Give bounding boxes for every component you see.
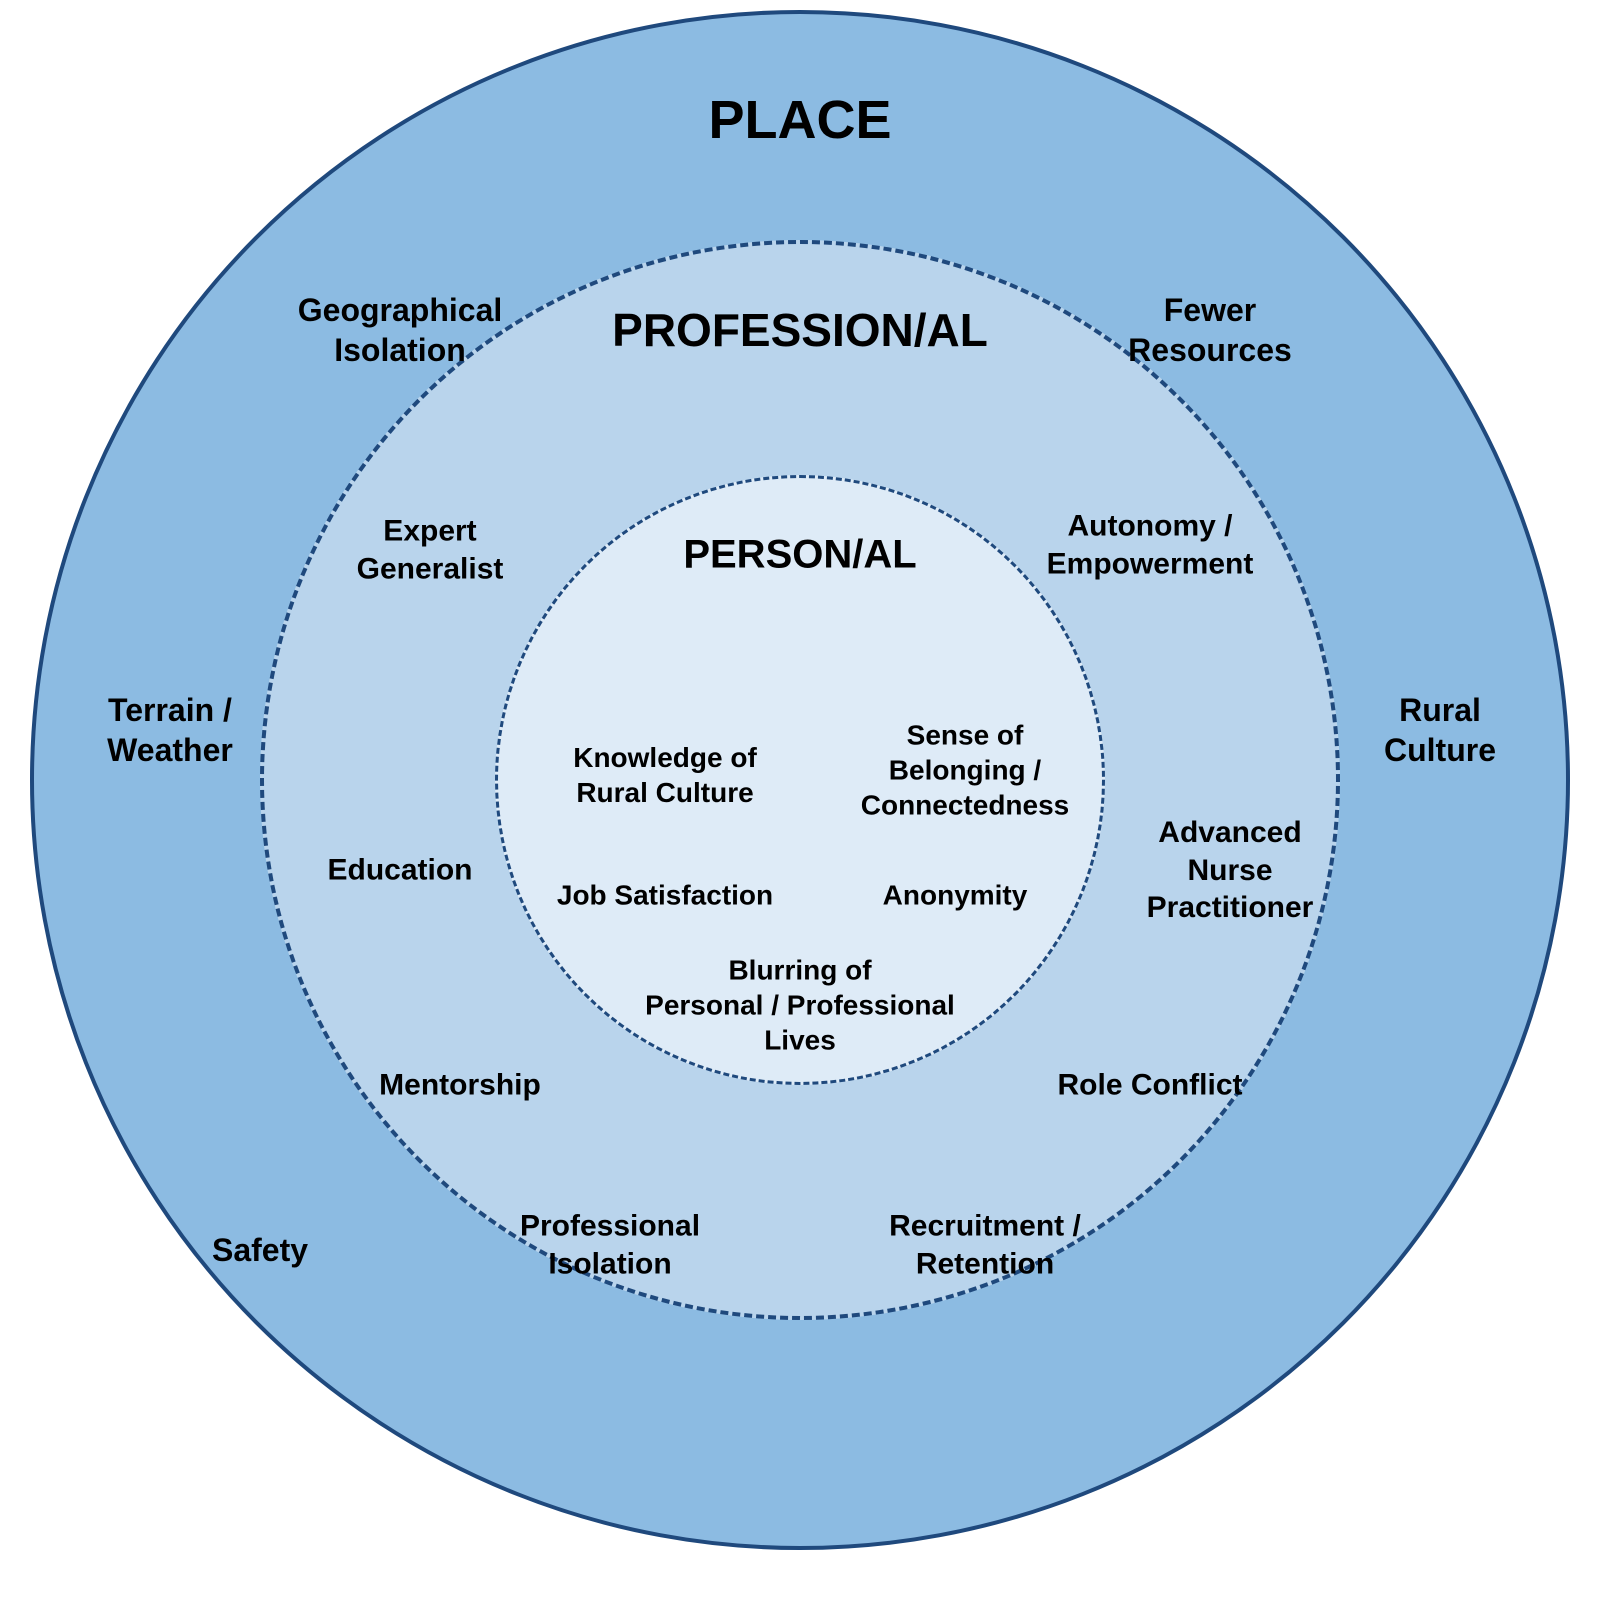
inner-label: Anonymity [883,878,1028,913]
middle-label: Professional Isolation [520,1208,700,1283]
inner-label: Sense of Belonging / Connectedness [861,718,1070,823]
ring-outer-title: PLACE [708,89,891,151]
middle-label: Advanced Nurse Practitioner [1147,814,1314,927]
middle-label: Role Conflict [1058,1066,1243,1104]
middle-label: Education [327,851,472,889]
middle-label: Autonomy / Empowerment [1047,508,1254,583]
middle-label: Recruitment / Retention [889,1208,1081,1283]
inner-label: Blurring of Personal / Professional Live… [645,953,955,1058]
outer-label: Fewer Resources [1128,290,1292,370]
inner-label: Job Satisfaction [557,878,773,913]
ring-middle-title: PROFESSION/AL [612,303,988,357]
middle-label: Mentorship [379,1066,541,1104]
outer-label: Geographical Isolation [298,290,503,370]
ring-inner-title: PERSON/AL [683,533,916,578]
outer-label: Rural Culture [1384,690,1496,770]
outer-label: Safety [212,1230,308,1270]
inner-label: Knowledge of Rural Culture [573,740,757,810]
diagram-stage: PLACE PROFESSION/AL PERSON/AL Geographic… [0,0,1600,1607]
outer-label: Terrain / Weather [107,690,233,770]
middle-label: Expert Generalist [357,513,504,588]
